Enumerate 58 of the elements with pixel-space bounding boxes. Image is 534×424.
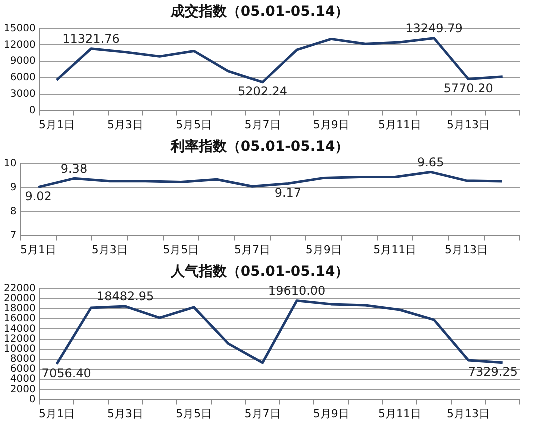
- x-tick-label: 5月3日: [92, 243, 128, 256]
- y-tick-label: 0: [29, 105, 36, 116]
- x-tick-label: 5月5日: [163, 243, 200, 256]
- y-tick-label: 0: [29, 394, 36, 406]
- x-tick-label: 5月3日: [108, 407, 144, 420]
- y-tick-label: 3000: [10, 88, 36, 100]
- x-tick-label: 5月9日: [313, 407, 350, 420]
- y-tick-label: 22000: [4, 283, 36, 294]
- y-tick-label: 8: [10, 206, 17, 218]
- y-tick-label: 4000: [10, 374, 36, 386]
- x-tick-label: 5月9日: [306, 243, 342, 256]
- data-label: 7056.40: [42, 366, 92, 380]
- x-tick-label: 5月3日: [108, 118, 144, 132]
- y-tick-label: 15000: [4, 23, 36, 34]
- y-tick-label: 7: [10, 230, 17, 242]
- data-label: 11321.76: [62, 32, 120, 46]
- x-tick-label: 5月5日: [176, 407, 212, 420]
- data-label: 9.02: [25, 189, 52, 204]
- y-tick-label: 18000: [4, 304, 36, 315]
- data-label: 13249.79: [406, 21, 463, 36]
- x-tick-label: 5月13日: [445, 243, 488, 256]
- y-tick-label: 10: [4, 158, 17, 170]
- x-tick-label: 5月7日: [234, 243, 271, 256]
- data-label: 9.17: [274, 186, 302, 200]
- x-tick-label: 5月7日: [244, 118, 281, 132]
- data-label: 9.38: [60, 162, 88, 176]
- chart-title: 利率指数（05.01-05.14）: [170, 138, 350, 156]
- x-tick-label: 5月13日: [447, 407, 490, 420]
- data-label: 19610.00: [268, 284, 326, 298]
- y-tick-label: 6000: [10, 364, 36, 376]
- x-tick-label: 5月11日: [378, 118, 422, 132]
- x-tick-label: 5月1日: [38, 407, 75, 420]
- y-tick-label: 9000: [10, 56, 36, 68]
- x-tick-label: 5月11日: [374, 243, 417, 256]
- y-tick-label: 8000: [10, 354, 36, 366]
- y-tick-label: 14000: [4, 324, 36, 335]
- y-tick-label: 10000: [4, 344, 36, 355]
- y-tick-label: 12000: [4, 334, 36, 345]
- x-tick-label: 5月5日: [176, 118, 212, 132]
- x-tick-label: 5月7日: [244, 407, 281, 420]
- x-tick-label: 5月9日: [313, 118, 350, 132]
- y-tick-label: 2000: [10, 384, 36, 396]
- data-label: 18482.95: [96, 290, 154, 304]
- data-label: 5770.20: [444, 81, 494, 96]
- data-label: 9.65: [417, 155, 444, 170]
- data-label: 7329.25: [468, 364, 518, 379]
- y-tick-label: 6000: [10, 72, 36, 84]
- y-tick-label: 12000: [4, 40, 36, 51]
- x-tick-label: 5月1日: [38, 118, 75, 132]
- data-label: 5202.24: [238, 84, 288, 98]
- y-tick-label: 20000: [4, 293, 36, 304]
- x-tick-label: 5月13日: [447, 118, 490, 132]
- y-tick-label: 9: [10, 182, 17, 194]
- chart-title: 人气指数（05.01-05.14）: [170, 264, 350, 280]
- chart-title: 成交指数（05.01-05.14）: [170, 3, 350, 20]
- x-tick-label: 5月1日: [20, 243, 57, 256]
- y-tick-label: 16000: [4, 314, 36, 325]
- x-tick-label: 5月11日: [378, 407, 422, 420]
